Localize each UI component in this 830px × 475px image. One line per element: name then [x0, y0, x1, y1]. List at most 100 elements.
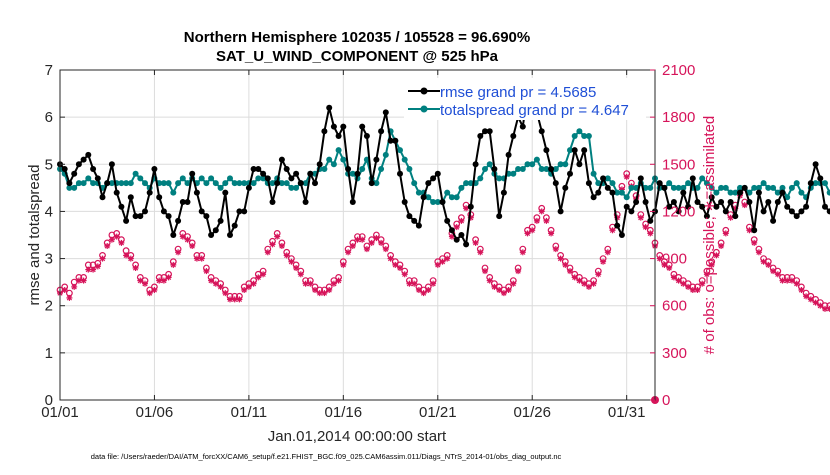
- rmse-point: [510, 133, 516, 139]
- obs-assimilated-marker: [676, 278, 682, 284]
- left-y-tick-label: 0: [45, 392, 53, 409]
- rmse-point: [411, 218, 417, 224]
- obs-assimilated-marker: [543, 218, 549, 224]
- x-tick-label: 01/31: [608, 404, 646, 421]
- spread-point: [723, 185, 729, 191]
- obs-assimilated-marker: [491, 284, 497, 290]
- obs-assimilated-marker: [425, 287, 431, 293]
- rmse-point: [723, 208, 729, 214]
- obs-assimilated-marker: [383, 246, 389, 252]
- rmse-point: [718, 199, 724, 205]
- obs-assimilated-marker: [336, 278, 342, 284]
- obs-assimilated-marker: [345, 249, 351, 255]
- rmse-point: [449, 227, 455, 233]
- obs-assimilated-marker: [369, 240, 375, 246]
- spread-point: [175, 180, 181, 186]
- rmse-point: [558, 208, 564, 214]
- rmse-point: [307, 171, 313, 177]
- rmse-point: [543, 147, 549, 153]
- spread-point: [166, 180, 172, 186]
- legend-spread-marker: [421, 106, 428, 113]
- spread-point: [321, 166, 327, 172]
- spread-point: [180, 175, 186, 181]
- rmse-point: [397, 171, 403, 177]
- obs-assimilated-marker: [321, 290, 327, 296]
- rmse-point: [477, 133, 483, 139]
- obs-assimilated-marker: [288, 259, 294, 265]
- rmse-point: [553, 180, 559, 186]
- rmse-point: [458, 232, 464, 238]
- rmse-point: [643, 199, 649, 205]
- rmse-point: [359, 124, 365, 130]
- rmse-point: [473, 161, 479, 167]
- spread-point: [572, 133, 578, 139]
- left-y-tick-label: 3: [45, 251, 53, 268]
- obs-assimilated-marker: [775, 271, 781, 277]
- rmse-point: [203, 213, 209, 219]
- spread-point: [411, 180, 417, 186]
- rmse-point: [90, 166, 96, 172]
- spread-point: [284, 180, 290, 186]
- rmse-point: [355, 171, 361, 177]
- spread-point: [326, 157, 332, 163]
- obs-assimilated-marker: [581, 281, 587, 287]
- right-y-tick-label: 1500: [662, 156, 695, 173]
- x-axis-label: Jan.01,2014 00:00:00 start: [268, 428, 447, 445]
- right-y-tick-label: 1200: [662, 203, 695, 220]
- rmse-point: [81, 157, 87, 163]
- x-tick-label: 01/21: [419, 404, 457, 421]
- rmse-point: [118, 204, 124, 210]
- obs-assimilated-marker: [496, 287, 502, 293]
- data-file-footnote: data file: /Users/raeder/DAI/ATM_forcXX/…: [91, 452, 562, 461]
- rmse-point: [695, 199, 701, 205]
- obs-assimilated-marker: [671, 274, 677, 280]
- spread-point: [133, 171, 139, 177]
- obs-assimilated-marker: [680, 281, 686, 287]
- obs-assimilated-marker: [473, 240, 479, 246]
- spread-point: [340, 157, 346, 163]
- rmse-point: [95, 175, 101, 181]
- obs-assimilated-marker: [610, 227, 616, 233]
- obs-assimilated-marker: [147, 290, 153, 296]
- spread-point: [406, 166, 412, 172]
- rmse-point: [189, 171, 195, 177]
- rmse-point: [794, 213, 800, 219]
- obs-assimilated-marker: [591, 281, 597, 287]
- rmse-point: [402, 199, 408, 205]
- obs-assimilated-marker: [411, 281, 417, 287]
- obs-assimilated-marker: [647, 230, 653, 236]
- obs-assimilated-marker: [359, 237, 365, 243]
- rmse-point: [345, 166, 351, 172]
- obs-assimilated-marker: [185, 237, 191, 243]
- rmse-point: [246, 185, 252, 191]
- obs-assimilated-marker: [723, 230, 729, 236]
- obs-assimilated-marker: [718, 243, 724, 249]
- rmse-point: [468, 204, 474, 210]
- spread-point: [619, 190, 625, 196]
- spread-point: [789, 185, 795, 191]
- rmse-point: [628, 208, 634, 214]
- rmse-point: [350, 199, 356, 205]
- obs-assimilated-marker: [95, 263, 101, 269]
- obs-assimilated-marker: [128, 256, 134, 262]
- rmse-point: [170, 232, 176, 238]
- rmse-point: [756, 190, 762, 196]
- obs-assimilated-marker: [440, 259, 446, 265]
- rmse-point: [142, 208, 148, 214]
- rmse-point: [76, 161, 82, 167]
- rmse-point: [373, 157, 379, 163]
- left-y-tick-label: 6: [45, 109, 53, 126]
- rmse-point: [383, 109, 389, 115]
- rmse-point: [147, 190, 153, 196]
- rmse-point: [321, 128, 327, 134]
- spread-point: [402, 157, 408, 163]
- rmse-point: [123, 218, 129, 224]
- obs-assimilated-marker: [312, 287, 318, 293]
- x-tick-label: 01/16: [325, 404, 363, 421]
- rmse-point: [232, 223, 238, 229]
- obs-assimilated-marker: [189, 243, 195, 249]
- spread-point: [624, 194, 630, 200]
- obs-assimilated-marker: [378, 240, 384, 246]
- rmse-point: [392, 138, 398, 144]
- obs-assimilated-marker: [307, 281, 313, 287]
